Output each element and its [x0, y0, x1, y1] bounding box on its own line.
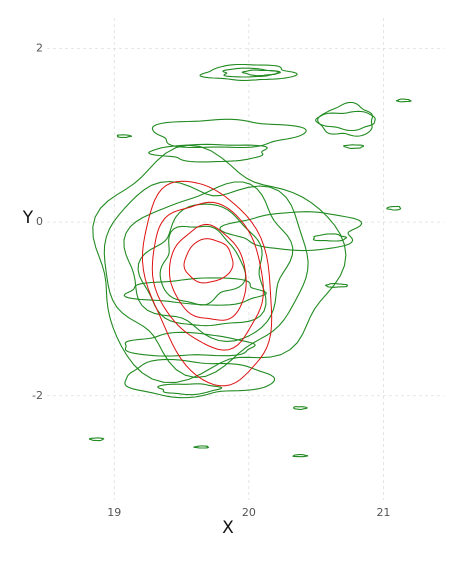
- contour-line: [168, 223, 247, 321]
- x-axis-title: X: [222, 518, 234, 538]
- contour-line: [151, 118, 307, 149]
- contour-line: [124, 331, 256, 357]
- x-tick-label: 19: [107, 506, 121, 519]
- contour-line: [142, 180, 273, 387]
- contour-line: [137, 203, 267, 327]
- y-axis-title: Y: [22, 208, 34, 228]
- contour-line: [123, 181, 294, 342]
- contour-line: [315, 110, 376, 132]
- contour-line: [312, 233, 348, 242]
- contour-line: [199, 63, 298, 81]
- x-tick-label: 21: [376, 506, 390, 519]
- contour-line: [293, 406, 308, 410]
- contour-layer: [88, 63, 412, 458]
- x-tick-label: 20: [242, 506, 256, 519]
- contour-line: [343, 144, 365, 149]
- contour-line: [292, 454, 309, 458]
- contour-line: [317, 101, 374, 137]
- contour-line: [193, 445, 210, 449]
- y-tick-label: 2: [36, 41, 43, 54]
- contour-line: [222, 67, 281, 78]
- contour-line: [148, 143, 268, 163]
- contour-line: [124, 358, 276, 399]
- tick-labels: 19 20 21 -2 0 2: [32, 41, 390, 519]
- y-tick-label: -2: [32, 389, 43, 402]
- contour-line: [183, 238, 234, 284]
- contour-line: [159, 225, 247, 306]
- contour-line: [88, 437, 105, 442]
- contour-line: [123, 277, 267, 306]
- contour-line: [241, 69, 281, 77]
- contour-line: [92, 144, 347, 383]
- y-tick-label: 0: [36, 215, 43, 228]
- contour-line: [325, 283, 349, 288]
- contour-line: [151, 201, 264, 351]
- contour-series: [142, 180, 273, 387]
- contour-line: [219, 211, 363, 252]
- contour-line: [395, 98, 412, 103]
- contour-line: [116, 134, 133, 138]
- contour-series: [88, 63, 412, 458]
- gridlines: [47, 18, 444, 500]
- contour-line: [386, 205, 402, 211]
- contour-line: [157, 383, 223, 396]
